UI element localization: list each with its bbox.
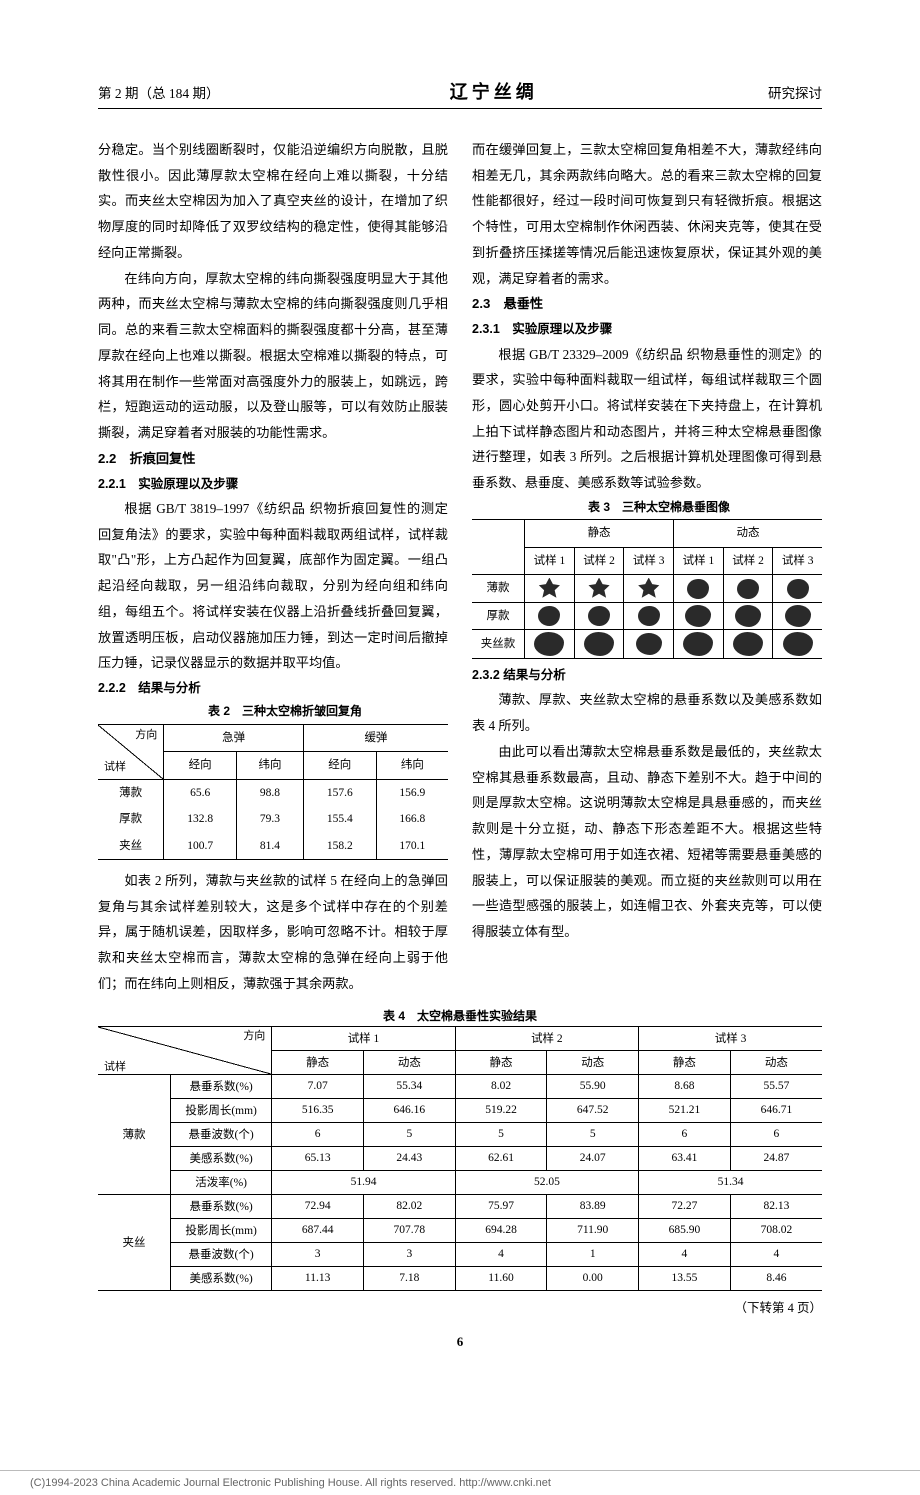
col-group: 试样 3 [639,1026,822,1050]
col-sub: 试样 3 [624,547,674,574]
drape-shape-icon [773,630,822,659]
drape-shape-icon [674,575,724,602]
subsection-heading: 2.2.2 结果与分析 [98,676,448,700]
col-sub: 试样 2 [723,547,773,574]
table-row: 厚款 132.8 79.3 155.4 166.8 [98,806,448,832]
header-left: 第 2 期（总 184 期） [98,82,220,102]
table-row: 厚款 [472,602,822,629]
subsection-heading: 2.3.2 结果与分析 [472,663,822,687]
drape-shape-icon [574,602,624,629]
col-sub: 经向 [164,752,237,779]
blank-cell [472,520,525,575]
drape-shape-icon [624,602,674,629]
col-sub: 经向 [303,752,376,779]
drape-shape-icon [624,630,674,659]
page-header: 第 2 期（总 184 期） 辽宁丝绸 研究探讨 [98,78,822,109]
table-diag-header: 方向 试样 [98,1026,272,1074]
left-column: 分稳定。当个别线圈断裂时，仅能沿逆编织方向脱散，且脱散性很小。因此薄厚款太空棉在… [98,137,448,997]
col-sub: 静态 [455,1050,547,1074]
footer-copyright: (C)1994-2023 China Academic Journal Elec… [0,1471,920,1495]
col-group: 静态 [525,520,674,547]
row-group: 夹丝 [98,1194,170,1290]
col-sub: 纬向 [376,752,448,779]
col-sub: 静态 [272,1050,364,1074]
table-row: 投影周长(mm) 516.35 646.16 519.22 647.52 521… [98,1098,822,1122]
table-2: 方向 试样 急弹 缓弹 经向 纬向 经向 纬向 薄款 65.6 98.8 157… [98,724,448,860]
col-sub: 纬向 [237,752,304,779]
table-row: 薄款 [472,575,822,602]
table-row: 悬垂波数(个) 6 5 5 5 6 6 [98,1122,822,1146]
drape-shape-icon [723,630,773,659]
table-title: 表 3 三种太空棉悬垂图像 [472,496,822,519]
drape-shape-icon [525,602,575,629]
col-sub: 动态 [547,1050,639,1074]
drape-shape-icon [674,630,724,659]
table-row: 夹丝款 [472,630,822,659]
continuation-note: （下转第 4 页） [98,1297,822,1316]
table-row: 活泼率(%) 51.94 52.05 51.34 [98,1170,822,1194]
table-row: 美感系数(%) 11.13 7.18 11.60 0.00 13.55 8.46 [98,1266,822,1290]
body-text: 根据 GB/T 3819–1997《纺织品 织物折痕回复性的测定 回复角法》的要… [98,496,448,676]
table-row: 薄款 悬垂系数(%) 7.07 55.34 8.02 55.90 8.68 55… [98,1074,822,1098]
col-sub: 试样 2 [574,547,624,574]
col-group: 试样 1 [272,1026,455,1050]
section-heading: 2.3 悬垂性 [472,291,822,317]
table-row: 夹丝 100.7 81.4 158.2 170.1 [98,833,448,860]
drape-shape-icon [574,575,624,602]
table-row: 薄款 65.6 98.8 157.6 156.9 [98,779,448,806]
body-text: 如表 2 所列，薄款与夹丝款的试样 5 在经向上的急弹回复角与其余试样差别较大，… [98,868,448,997]
drape-shape-icon [574,630,624,659]
body-text: 分稳定。当个别线圈断裂时，仅能沿逆编织方向脱散，且脱散性很小。因此薄厚款太空棉在… [98,137,448,266]
drape-shape-icon [723,602,773,629]
table-title: 表 4 太空棉悬垂性实验结果 [98,1007,822,1024]
section-heading: 2.2 折痕回复性 [98,446,448,472]
col-group: 试样 2 [455,1026,638,1050]
body-text: 由此可以看出薄款太空棉悬垂系数是最低的，夹丝款太空棉其悬垂系数最高，且动、静态下… [472,739,822,945]
body-text: 薄款、厚款、夹丝款太空棉的悬垂系数以及美感系数如表 4 所列。 [472,687,822,738]
drape-shape-icon [674,602,724,629]
col-group: 动态 [674,520,822,547]
drape-shape-icon [723,575,773,602]
col-sub: 静态 [639,1050,731,1074]
table-row: 悬垂波数(个) 3 3 4 1 4 4 [98,1242,822,1266]
drape-shape-icon [525,575,575,602]
col-sub: 试样 1 [525,547,575,574]
col-sub: 动态 [364,1050,456,1074]
table-diag-header: 方向 试样 [98,724,164,779]
body-text: 根据 GB/T 23329–2009《纺织品 织物悬垂性的测定》的要求，实验中每… [472,342,822,496]
body-text: 而在缓弹回复上，三款太空棉回复角相差不大，薄款经纬向相差无几，其余两款纬向略大。… [472,137,822,291]
col-group: 缓弹 [303,724,448,751]
header-title: 辽宁丝绸 [450,78,538,104]
table-4-section: 表 4 太空棉悬垂性实验结果 方向 试样 试样 1 试样 2 试样 3 静态 [98,1007,822,1316]
body-text: 在纬向方向，厚款太空棉的纬向撕裂强度明显大于其他两种，而夹丝太空棉与薄款太空棉的… [98,266,448,446]
table-3: 静态 动态 试样 1 试样 2 试样 3 试样 1 试样 2 试样 3 薄款 [472,519,822,659]
table-row: 美感系数(%) 65.13 24.43 62.61 24.07 63.41 24… [98,1146,822,1170]
col-sub: 动态 [730,1050,822,1074]
header-right: 研究探讨 [768,82,822,102]
table-title: 表 2 三种太空棉折皱回复角 [98,700,448,723]
drape-shape-icon [624,575,674,602]
col-sub: 试样 3 [773,547,822,574]
subsection-heading: 2.2.1 实验原理以及步骤 [98,472,448,496]
drape-shape-icon [773,575,822,602]
page-number: 6 [98,1334,822,1350]
table-row: 夹丝 悬垂系数(%) 72.94 82.02 75.97 83.89 72.27… [98,1194,822,1218]
right-column: 而在缓弹回复上，三款太空棉回复角相差不大，薄款经纬向相差无几，其余两款纬向略大。… [472,137,822,997]
table-row: 投影周长(mm) 687.44 707.78 694.28 711.90 685… [98,1218,822,1242]
table-4: 方向 试样 试样 1 试样 2 试样 3 静态 动态 静态 动态 静态 动态 薄… [98,1026,822,1291]
row-group: 薄款 [98,1074,170,1194]
subsection-heading: 2.3.1 实验原理以及步骤 [472,317,822,341]
col-group: 急弹 [164,724,304,751]
drape-shape-icon [525,630,575,659]
col-sub: 试样 1 [674,547,724,574]
drape-shape-icon [773,602,822,629]
